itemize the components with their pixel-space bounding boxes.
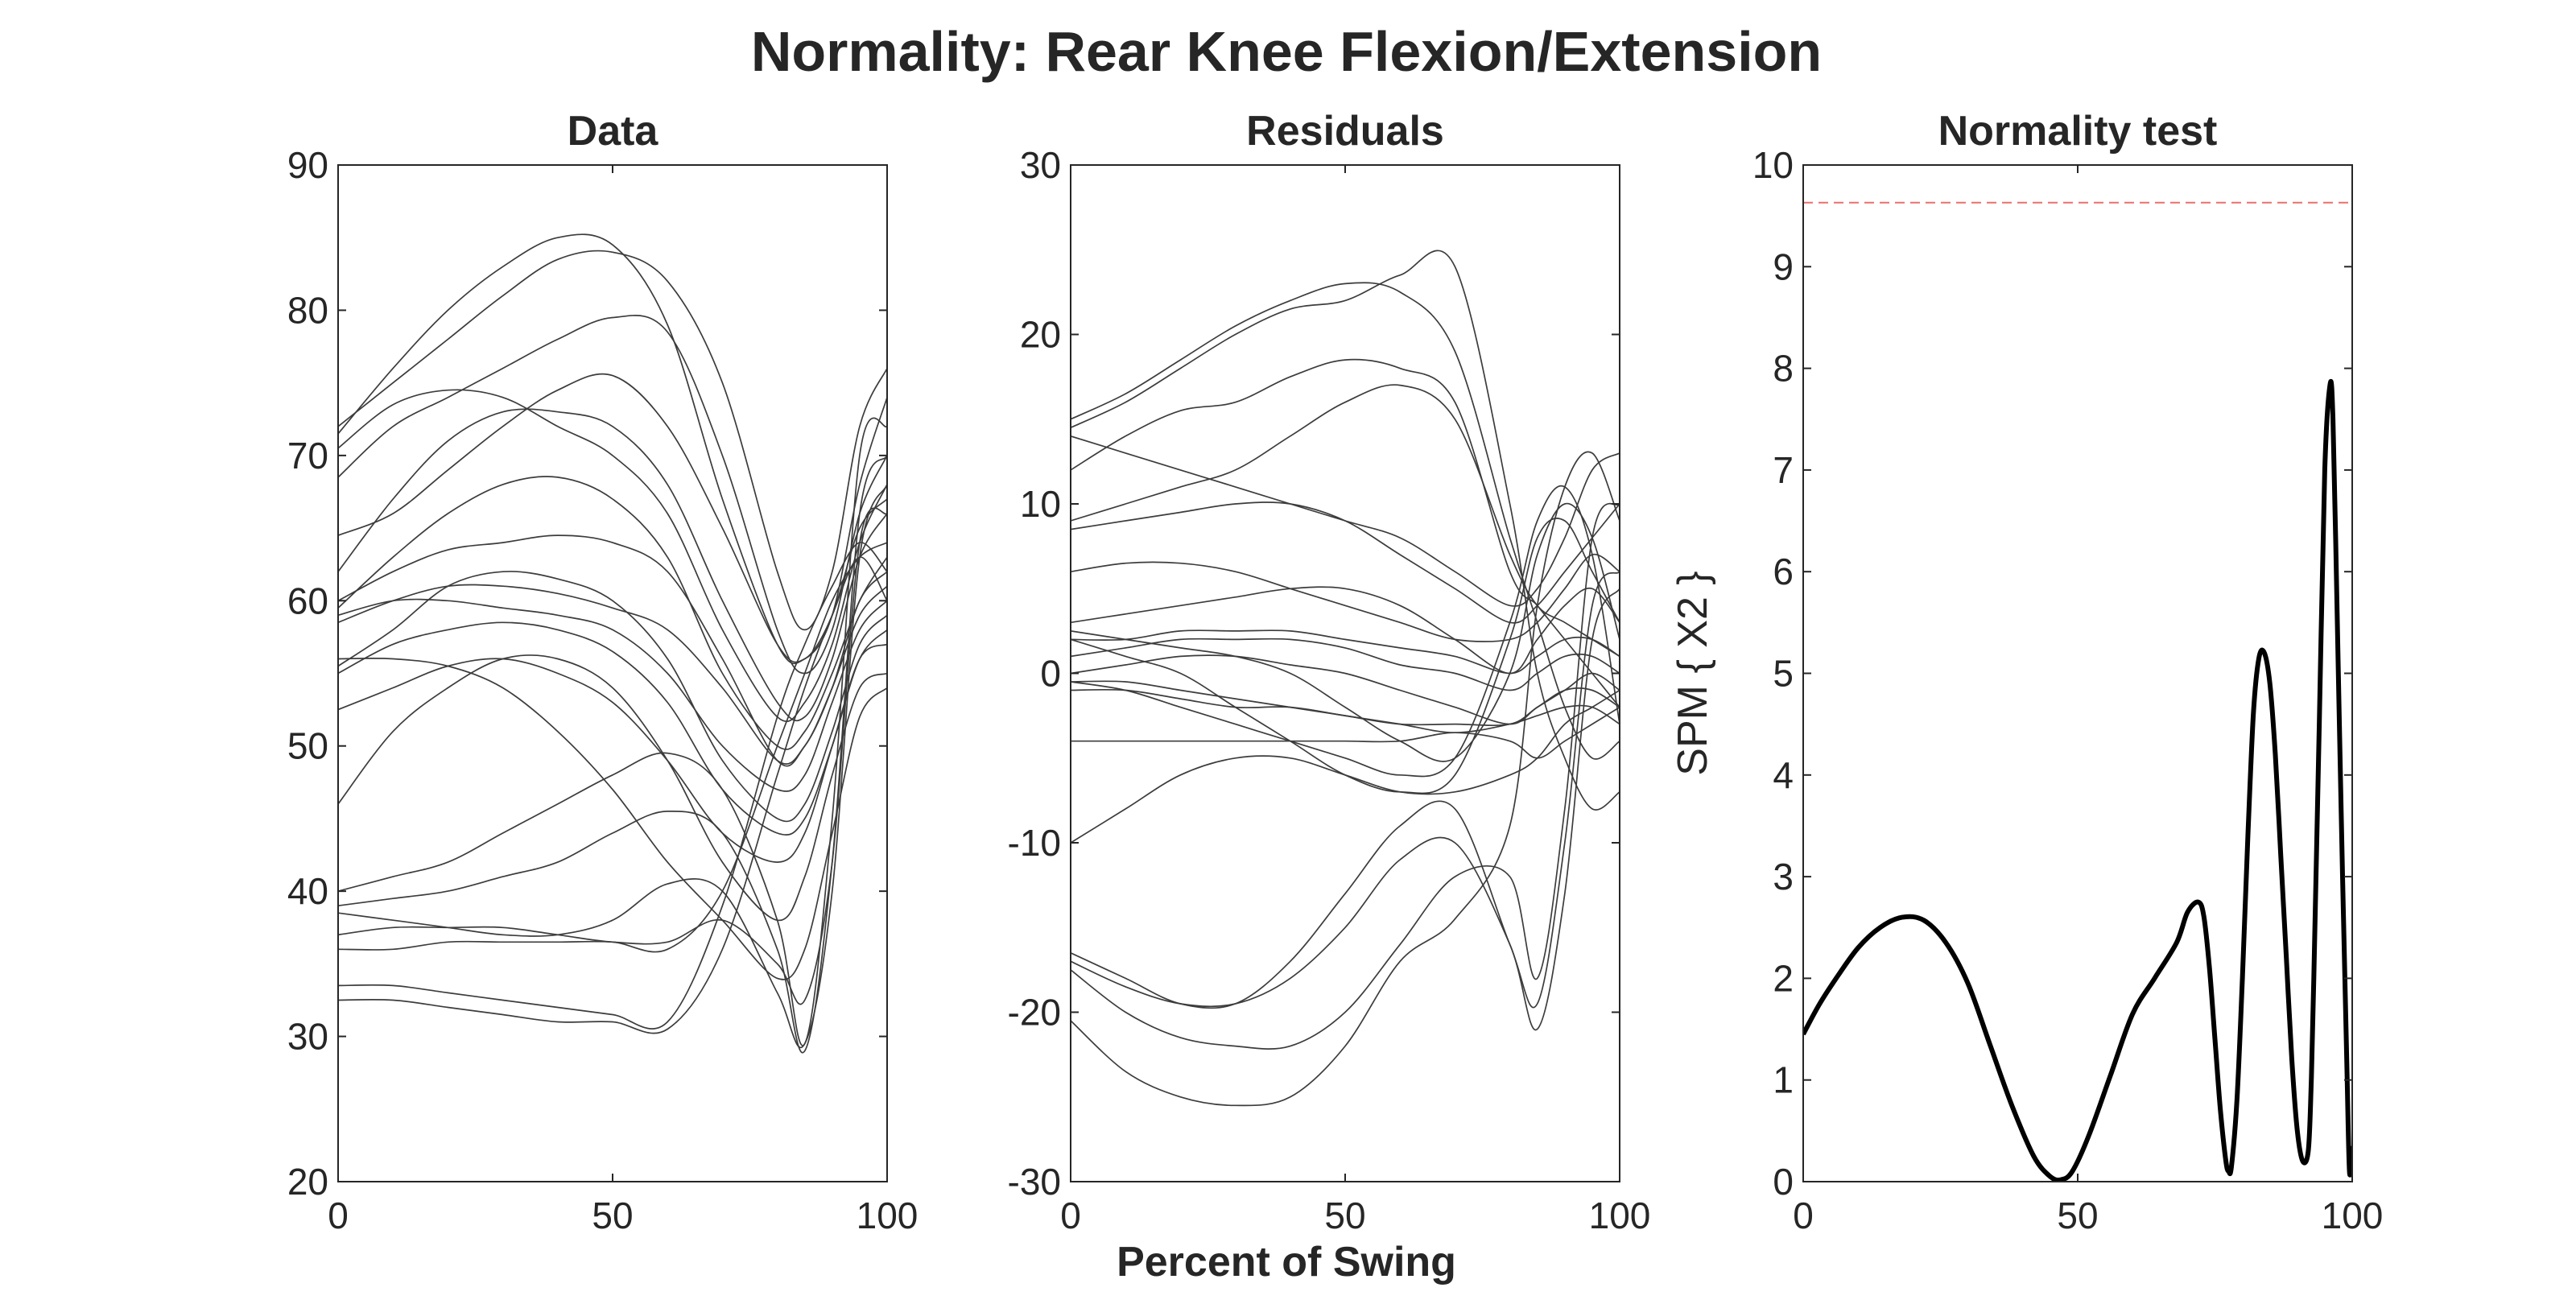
series-line-4 bbox=[1071, 435, 1620, 607]
y-tick-label: 30 bbox=[1020, 144, 1061, 186]
series-line-19 bbox=[338, 507, 887, 1005]
series-line-17 bbox=[1071, 588, 1620, 1031]
y-tick-label: 5 bbox=[1773, 653, 1794, 695]
y-tick-label: 50 bbox=[287, 725, 328, 767]
series-line-2 bbox=[1071, 250, 1620, 811]
series-line-22 bbox=[1071, 485, 1620, 778]
x-tick-label: 0 bbox=[328, 1195, 349, 1236]
y-tick-label: 8 bbox=[1773, 348, 1794, 390]
series-line-7 bbox=[1071, 554, 1620, 642]
y-tick-label: 6 bbox=[1773, 551, 1794, 592]
y-tick-label: 2 bbox=[1773, 957, 1794, 999]
panel-title: Normality test bbox=[1938, 108, 2218, 155]
x-tick-label: 50 bbox=[1324, 1195, 1365, 1236]
y-tick-label: 20 bbox=[287, 1161, 328, 1203]
series-line-15 bbox=[1071, 689, 1620, 844]
y-tick-label: 0 bbox=[1040, 653, 1061, 695]
y-tick-label: 7 bbox=[1773, 449, 1794, 491]
y-tick-label: 70 bbox=[287, 435, 328, 477]
series-line-5 bbox=[338, 373, 887, 663]
y-tick-label: 0 bbox=[1773, 1161, 1794, 1203]
y-tick-label: 1 bbox=[1773, 1059, 1794, 1101]
series-line-6 bbox=[338, 408, 887, 722]
y-tick-label: -20 bbox=[1008, 992, 1061, 1034]
x-axis-label: Percent of Swing bbox=[1117, 1239, 1456, 1285]
series-line-14 bbox=[338, 654, 887, 922]
series-line-20 bbox=[338, 542, 887, 953]
panel-title: Data bbox=[568, 108, 659, 155]
x-tick-label: 0 bbox=[1060, 1195, 1081, 1236]
plot-area bbox=[1803, 201, 2352, 1182]
figure-title: Normality: Rear Knee Flexion/Extension bbox=[751, 20, 1822, 83]
series-line-12 bbox=[1071, 680, 1620, 727]
series-line-22 bbox=[338, 556, 887, 1034]
y-tick-label: -10 bbox=[1008, 822, 1061, 864]
series-line-18 bbox=[338, 484, 887, 1049]
residuals-panel: Residuals -30 -20 -10 0 10 20 30 0 50 100 bbox=[1008, 108, 1651, 1236]
series-line-14 bbox=[1071, 706, 1620, 759]
y-tick-label: 90 bbox=[287, 144, 328, 186]
y-tick-label: 60 bbox=[287, 580, 328, 621]
x-tick-label: 50 bbox=[2057, 1195, 2098, 1236]
series-line-18 bbox=[1071, 502, 1620, 1050]
series-line-13 bbox=[338, 643, 887, 863]
series-line-16 bbox=[338, 417, 887, 1046]
x-tick-label: 50 bbox=[592, 1195, 633, 1236]
series-line-17 bbox=[338, 455, 887, 1054]
y-tick-label: 10 bbox=[1752, 144, 1794, 186]
y-tick-label: 10 bbox=[1020, 483, 1061, 525]
y-tick-label: 20 bbox=[1020, 314, 1061, 356]
series-line-5 bbox=[1071, 384, 1620, 658]
series-line-11 bbox=[338, 571, 887, 823]
y-tick-label: 40 bbox=[287, 870, 328, 912]
x-tick-label: 100 bbox=[2322, 1195, 2384, 1236]
series-line-6 bbox=[1071, 501, 1620, 624]
x-tick-label: 100 bbox=[857, 1195, 919, 1236]
spm-statistic-line bbox=[1803, 379, 2352, 1182]
y-tick-label: 4 bbox=[1773, 754, 1794, 796]
x-tick-label: 0 bbox=[1793, 1195, 1814, 1236]
series-line-2 bbox=[338, 250, 887, 631]
y-tick-label: 30 bbox=[287, 1016, 328, 1058]
series-line-10 bbox=[338, 598, 887, 792]
series-line-21 bbox=[338, 542, 887, 1030]
series-line-10 bbox=[1071, 638, 1620, 691]
series-line-19 bbox=[1071, 451, 1620, 1107]
series-line-9 bbox=[1071, 629, 1620, 675]
series-line-20 bbox=[1071, 518, 1620, 794]
series-line-8 bbox=[1071, 586, 1620, 675]
series-line-21 bbox=[1071, 502, 1620, 762]
panel-title: Residuals bbox=[1246, 108, 1444, 155]
plot-area bbox=[338, 233, 887, 1054]
y-tick-label: -30 bbox=[1008, 1161, 1061, 1203]
plot-area bbox=[1071, 250, 1620, 1107]
y-tick-label: 3 bbox=[1773, 856, 1794, 898]
series-line-15 bbox=[338, 657, 887, 980]
series-line-3 bbox=[1071, 358, 1620, 708]
y-axis-label: SPM { X2 } bbox=[1670, 571, 1716, 775]
series-line-11 bbox=[1071, 654, 1620, 725]
series-line-16 bbox=[1071, 571, 1620, 1009]
y-tick-label: 9 bbox=[1773, 246, 1794, 287]
y-tick-label: 80 bbox=[287, 289, 328, 331]
series-line-13 bbox=[1071, 688, 1620, 734]
x-tick-label: 100 bbox=[1589, 1195, 1651, 1236]
series-line-7 bbox=[338, 476, 887, 750]
series-line-3 bbox=[338, 315, 887, 675]
data-panel: Data 20 30 40 50 60 70 80 90 0 50 100 bbox=[287, 108, 919, 1236]
series-line-4 bbox=[338, 389, 887, 723]
